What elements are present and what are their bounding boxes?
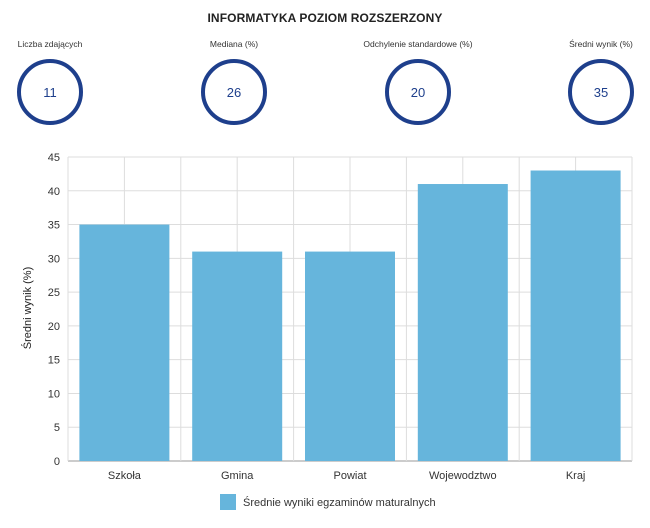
stat-count-label: Liczba zdających — [17, 39, 83, 49]
y-tick-label: 15 — [48, 355, 60, 367]
legend-swatch — [220, 494, 236, 510]
y-axis-ticks: 0 5 10 15 20 25 30 35 40 45 — [48, 152, 60, 468]
x-tick-label: Wojewodztwo — [429, 470, 497, 482]
bar — [192, 251, 283, 461]
y-tick-label: 0 — [54, 456, 60, 468]
stat-stddev: Odchylenie standardowe (%) 20 — [348, 38, 488, 125]
bar — [417, 184, 508, 461]
y-axis-label: Średni wynik (%) — [21, 267, 34, 350]
x-tick-label: Kraj — [566, 470, 586, 482]
stat-mean-value: 35 — [568, 59, 634, 125]
stat-median-label: Mediana (%) — [209, 39, 259, 49]
legend-label: Średnie wyniki egzaminów maturalnych — [243, 496, 436, 509]
chart-title: INFORMATYKA POZIOM ROZSZERZONY — [207, 11, 443, 25]
x-tick-label: Gmina — [221, 470, 254, 482]
y-tick-label: 30 — [48, 253, 60, 265]
x-tick-label: Szkoła — [108, 470, 142, 482]
stat-stddev-value: 20 — [385, 59, 451, 125]
stat-median: Mediana (%) 26 — [164, 38, 304, 125]
stat-median-value: 26 — [201, 59, 267, 125]
y-tick-label: 35 — [48, 220, 60, 232]
stat-count-value: 11 — [17, 59, 83, 125]
y-tick-label: 10 — [48, 388, 60, 400]
y-tick-label: 40 — [48, 186, 60, 198]
stat-mean: Średni wynik (%) 35 — [531, 38, 650, 125]
x-tick-label: Powiat — [333, 470, 366, 482]
chart-bars — [79, 170, 621, 461]
bar — [79, 224, 170, 461]
stat-mean-label: Średni wynik (%) — [569, 39, 633, 49]
x-axis-ticks: Szkoła Gmina Powiat Wojewodztwo Kraj — [108, 470, 585, 482]
y-tick-label: 20 — [48, 321, 60, 333]
y-tick-label: 25 — [48, 287, 60, 299]
stat-count: Liczba zdających 11 — [0, 38, 120, 125]
y-tick-label: 45 — [48, 152, 60, 164]
stat-stddev-label: Odchylenie standardowe (%) — [363, 39, 473, 49]
bar — [530, 170, 621, 461]
y-tick-label: 5 — [54, 422, 60, 434]
bar — [305, 251, 395, 461]
